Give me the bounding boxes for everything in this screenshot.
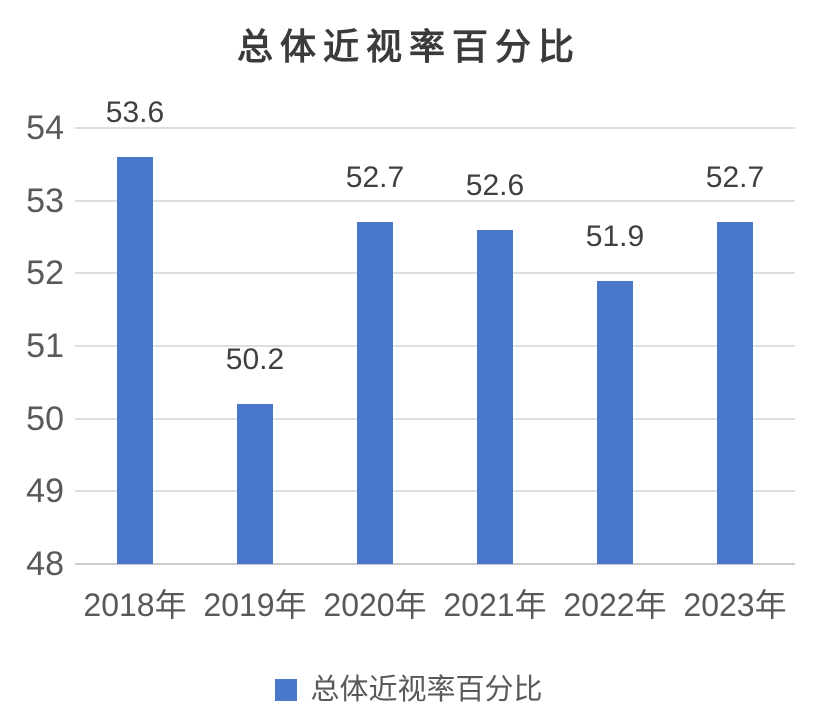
bar — [597, 281, 633, 564]
bar-value-label: 50.2 — [225, 343, 285, 376]
y-axis: 54 53 52 51 50 49 48 — [0, 111, 64, 581]
gridline — [75, 490, 795, 492]
x-tick-label: 2023年 — [683, 587, 787, 623]
bar-column: 50.2 — [195, 128, 315, 564]
y-tick-label: 51 — [26, 327, 64, 365]
x-tick-label: 2022年 — [563, 587, 667, 623]
gridline — [75, 345, 795, 347]
y-tick-label: 52 — [26, 254, 64, 292]
bar-value-label: 52.7 — [345, 161, 405, 194]
y-tick-label: 50 — [26, 400, 64, 438]
bar-column: 52.7 — [315, 128, 435, 564]
bar-column: 52.7 — [675, 128, 795, 564]
bar — [717, 222, 753, 564]
bar — [237, 404, 273, 564]
y-tick-label: 54 — [26, 109, 64, 147]
legend: 总体近视率百分比 — [0, 674, 818, 706]
legend-swatch — [275, 679, 298, 701]
gridline — [75, 200, 795, 202]
bar — [357, 222, 393, 564]
y-tick-label: 49 — [26, 472, 64, 510]
bar-column: 53.6 — [75, 97, 195, 564]
x-tick-label: 2020年 — [323, 587, 427, 623]
x-axis: 2018年 2019年 2020年 2021年 2022年 2023年 — [75, 586, 795, 624]
y-tick-label: 48 — [26, 545, 64, 583]
bar-value-label: 52.7 — [705, 161, 765, 194]
x-tick-label: 2019年 — [203, 587, 307, 623]
legend-label: 总体近视率百分比 — [310, 674, 543, 706]
bar-value-label: 51.9 — [585, 220, 645, 253]
bar-value-label: 53.6 — [105, 96, 165, 129]
gridline — [75, 272, 795, 274]
x-tick-label: 2021年 — [443, 587, 547, 623]
bar-column: 51.9 — [555, 128, 675, 564]
x-axis-line — [75, 563, 795, 565]
bar-series: 53.6 50.2 52.7 52.6 51.9 52.7 — [75, 97, 795, 564]
bar-column: 52.6 — [435, 128, 555, 564]
bar-value-label: 52.6 — [465, 169, 525, 202]
bar — [477, 230, 513, 564]
bar — [117, 157, 153, 564]
gridline — [75, 127, 795, 129]
chart-title: 总体近视率百分比 — [236, 27, 581, 67]
gridline — [75, 418, 795, 420]
x-tick-label: 2018年 — [83, 587, 187, 623]
plot-grid — [75, 127, 795, 565]
y-tick-label: 53 — [26, 182, 64, 220]
